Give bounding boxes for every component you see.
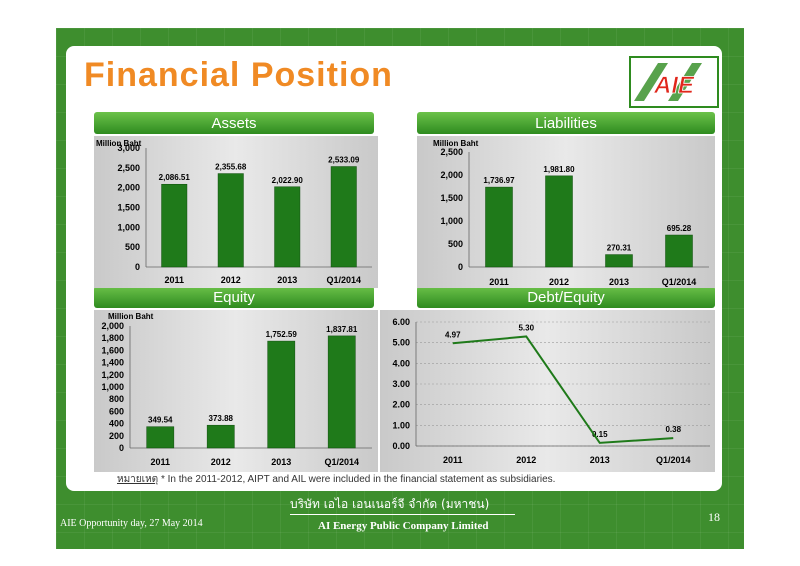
footnote: หมายเหตุ * In the 2011-2012, AIPT and AI…	[117, 472, 555, 487]
y-tick-label: 5.00	[392, 338, 410, 348]
data-label: 0.15	[592, 430, 608, 439]
liabilities-header: Liabilities	[417, 112, 715, 134]
bar	[274, 186, 301, 268]
debt-equity-header: Debt/Equity	[417, 286, 715, 308]
company-name-english: AI Energy Public Company Limited	[318, 520, 489, 532]
y-tick-label: 1.00	[392, 420, 410, 430]
y-tick-label: 1,400	[101, 358, 124, 368]
y-axis-label: Million Baht	[433, 139, 479, 148]
x-tick-label: 2013	[609, 277, 629, 287]
x-tick-label: 2013	[277, 275, 297, 285]
y-tick-label: 4.00	[392, 358, 410, 368]
note-text: * In the 2011-2012, AIPT and AIL were in…	[158, 474, 556, 485]
y-tick-label: 1,200	[101, 370, 124, 380]
x-tick-label: 2013	[271, 457, 291, 467]
y-axis-label: Million Baht	[108, 312, 154, 321]
y-tick-label: 500	[125, 242, 140, 252]
x-tick-label: 2011	[443, 455, 463, 465]
y-tick-label: 1,000	[101, 382, 124, 392]
data-label: 349.54	[148, 416, 173, 425]
event-date: AIE Opportunity day, 27 May 2014	[60, 518, 203, 529]
data-label: 1,981.80	[543, 165, 575, 174]
x-tick-label: 2011	[150, 457, 170, 467]
bar	[545, 175, 573, 268]
data-label: 2,355.68	[215, 163, 247, 172]
bar	[206, 424, 235, 449]
y-tick-label: 3,000	[117, 143, 140, 153]
bar	[161, 183, 188, 268]
y-tick-label: 1,500	[117, 203, 140, 213]
x-tick-label: 2013	[590, 455, 610, 465]
data-label: 5.30	[518, 323, 534, 332]
y-tick-label: 2,000	[117, 183, 140, 193]
bar	[327, 335, 356, 449]
y-axis-label: Million Baht	[96, 139, 142, 148]
liabilities-chart: Million Baht 0 500 1,000 1,500 2,000 2,500 1,73…	[417, 136, 715, 288]
y-tick-label: 0	[135, 262, 140, 272]
y-tick-label: 6.00	[392, 317, 410, 327]
data-label: 270.31	[607, 244, 632, 253]
y-tick-label: 2,000	[101, 321, 124, 331]
equity-header: Equity	[94, 286, 374, 308]
page-number: 18	[708, 510, 720, 524]
data-label: 2,022.90	[272, 176, 304, 185]
x-tick-label: 2011	[489, 277, 509, 287]
note-prefix: หมายเหตุ	[117, 474, 159, 485]
y-tick-label: 1,000	[117, 222, 140, 232]
y-tick-label: 1,800	[101, 333, 124, 343]
data-label: 4.97	[445, 330, 461, 339]
y-tick-label: 2.00	[392, 400, 410, 410]
y-tick-label: 200	[109, 431, 124, 441]
data-label: 373.88	[209, 414, 234, 423]
x-tick-label: Q1/2014	[662, 277, 697, 287]
x-tick-label: Q1/2014	[324, 457, 359, 467]
y-tick-label: 1,600	[101, 345, 124, 355]
y-tick-label: 2,000	[440, 170, 463, 180]
y-tick-label: 500	[448, 239, 463, 249]
y-tick-label: 0.00	[392, 441, 410, 451]
bar	[605, 254, 633, 268]
data-label: 2,533.09	[328, 156, 360, 165]
data-label: 1,837.81	[326, 325, 358, 334]
x-tick-label: Q1/2014	[656, 455, 691, 465]
y-tick-label: 600	[109, 406, 124, 416]
bar	[665, 234, 693, 268]
bar	[146, 426, 175, 449]
y-tick-label: 2,500	[117, 163, 140, 173]
data-label: 695.28	[667, 224, 692, 233]
company-name-thai: บริษัท เอไอ เอนเนอร์จี จำกัด (มหาชน)	[290, 497, 490, 511]
y-tick-label: 0	[458, 262, 463, 272]
bar	[485, 186, 513, 268]
x-tick-label: 2012	[549, 277, 569, 287]
bar	[330, 166, 357, 268]
y-tick-label: 2,500	[440, 147, 463, 157]
equity-chart: Million Baht 0 200 400 600 800 1,000 1,200 1,400…	[94, 310, 378, 472]
assets-chart: Million Baht 0 500 1,000 1,500 2,000 2,500 3,00…	[94, 136, 378, 288]
y-tick-label: 800	[109, 394, 124, 404]
logo-text: AIE	[653, 72, 695, 99]
footer-divider	[290, 514, 515, 515]
data-label: 0.38	[665, 425, 681, 434]
y-tick-label: 1,500	[440, 193, 463, 203]
x-tick-label: 2011	[164, 275, 184, 285]
x-tick-label: Q1/2014	[326, 275, 361, 285]
x-tick-label: 2012	[211, 457, 231, 467]
x-tick-label: 2012	[516, 455, 536, 465]
bar	[267, 340, 296, 449]
y-tick-label: 1,000	[440, 216, 463, 226]
y-tick-label: 0	[119, 443, 124, 453]
y-tick-label: 400	[109, 419, 124, 429]
assets-header: Assets	[94, 112, 374, 134]
x-tick-label: 2012	[221, 275, 241, 285]
series-line	[452, 335, 674, 444]
data-label: 1,736.97	[483, 176, 515, 185]
page-title: Financial Position	[84, 56, 393, 94]
y-tick-label: 3.00	[392, 379, 410, 389]
data-label: 2,086.51	[159, 173, 191, 182]
bar	[217, 173, 244, 268]
data-label: 1,752.59	[266, 330, 298, 339]
debt-equity-chart: 0.00 1.00 2.00 3.00 4.00 5.00 6.00 4.97 2011 5.30…	[380, 310, 715, 472]
aie-logo: AIE	[629, 56, 719, 108]
